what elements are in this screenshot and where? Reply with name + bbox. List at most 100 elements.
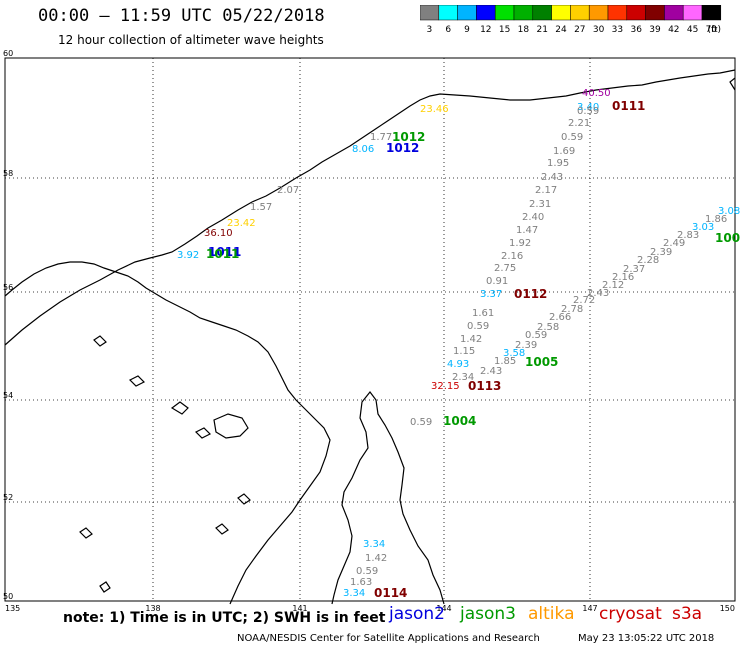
- wave-height-value: 0.59: [525, 330, 547, 341]
- wave-height-value: 2.12: [602, 280, 624, 291]
- wave-height-value: 2.49: [663, 238, 685, 249]
- wave-height-value: 1.61: [472, 308, 494, 319]
- wave-height-value: 2.66: [549, 312, 571, 323]
- wave-height-value: 0.59: [356, 566, 378, 577]
- legend-label: 33: [612, 25, 623, 35]
- legend-label: 24: [555, 25, 567, 35]
- legend-swatch: [701, 5, 722, 21]
- wave-height-value: 0.59: [467, 321, 489, 332]
- wave-height-value: 2.75: [494, 263, 516, 274]
- longitude-label: 135: [5, 604, 20, 613]
- coastline-sakhalin: [331, 391, 445, 605]
- legend-label: 15: [499, 25, 510, 35]
- wave-height-value: 2.43: [480, 366, 502, 377]
- pass-label: 100: [715, 231, 740, 245]
- coastline: [4, 69, 736, 605]
- pass-label: 0111: [612, 99, 645, 113]
- wave-height-value: 1.63: [350, 577, 372, 588]
- wave-height-value: 2.16: [612, 272, 634, 283]
- longitude-label: 150: [720, 604, 735, 613]
- wave-height-value: 1.15: [453, 346, 475, 357]
- legend-label: 3: [427, 25, 433, 35]
- wave-height-value: 2.21: [568, 118, 590, 129]
- wave-height-value: 36.10: [204, 228, 233, 239]
- credit-line: NOAA/NESDIS Center for Satellite Applica…: [237, 633, 540, 644]
- coastline-island-1: [170, 401, 189, 415]
- wave-height-value: 1.95: [547, 158, 569, 169]
- coastline-island-3: [128, 375, 146, 387]
- pass-label: 1005: [525, 355, 558, 369]
- wave-height-value: 3.34: [363, 539, 385, 550]
- wave-height-value: 1.92: [509, 238, 531, 249]
- wave-height-value: 2.72: [573, 295, 595, 306]
- wave-height-value: 2.07: [277, 185, 299, 196]
- legend-label: 12: [480, 25, 491, 35]
- satellite-cryosat: cryosat: [599, 604, 662, 624]
- wave-height-value: 3.58: [503, 348, 525, 359]
- wave-height-value: 1.42: [460, 334, 482, 345]
- legend-label: 30: [593, 25, 605, 35]
- wave-height-value: 40.50: [582, 88, 611, 99]
- generated-timestamp: May 23 13:05:22 UTC 2018: [578, 633, 715, 644]
- wave-height-value: 2.58: [537, 322, 559, 333]
- coastline-island-5: [215, 523, 229, 535]
- wave-height-value: 2.28: [637, 255, 659, 266]
- latitude-label: 58: [3, 169, 13, 178]
- coastline-island-7: [99, 581, 111, 593]
- latitude-label: 52: [3, 493, 13, 502]
- wave-height-value: 3.03: [692, 222, 714, 233]
- wave-height-value: 2.17: [535, 185, 557, 196]
- wave-height-value: 2.40: [522, 212, 544, 223]
- wave-height-value: 1.69: [553, 146, 575, 157]
- coastline-tatar-strait: [4, 261, 331, 605]
- wave-height-value: 2.78: [561, 304, 583, 315]
- wave-height-value: 2.43: [587, 288, 609, 299]
- wave-height-value: 1.47: [516, 225, 538, 236]
- latitude-label: 56: [3, 283, 13, 292]
- legend-label: 21: [536, 25, 547, 35]
- wave-height-value: 3.40: [577, 102, 599, 113]
- lat-lon-grid: [5, 58, 735, 601]
- latitude-label: 60: [3, 49, 13, 58]
- wave-height-value: 2.83: [677, 230, 699, 241]
- pass-label: 1004: [443, 414, 476, 428]
- pass-label: 1011: [208, 245, 241, 259]
- wave-height-value: 0.59: [561, 132, 583, 143]
- legend-label: 9: [464, 25, 470, 35]
- latitude-label: 54: [3, 391, 13, 400]
- satellite-s3a: s3a: [672, 604, 703, 624]
- wave-height-value: 2.16: [501, 251, 523, 262]
- legend-label: 27: [574, 25, 585, 35]
- coastline-island-4: [237, 493, 251, 505]
- longitude-label: 144: [436, 604, 451, 613]
- coastline-island-6: [79, 527, 93, 539]
- pass-label: 0114: [374, 586, 407, 600]
- wave-height-value: 23.46: [420, 104, 449, 115]
- satellite-jason3: jason3: [460, 604, 516, 624]
- wave-height-value: 0.59: [577, 106, 599, 117]
- satellite-altika: altika: [528, 604, 575, 624]
- wave-height-value: 1.85: [494, 356, 516, 367]
- coastline-mainland: [4, 69, 736, 346]
- legend-label: 70: [706, 25, 718, 35]
- pass-label: 1012: [392, 130, 425, 144]
- pass-label: 1011: [206, 247, 239, 261]
- coastline-shantar-island: [213, 413, 249, 439]
- legend-unit: (ft): [707, 25, 721, 35]
- legend-label: 18: [518, 25, 530, 35]
- map-frame: [4, 57, 736, 602]
- wave-height-value: 1.57: [250, 202, 272, 213]
- pass-labels: 1012101210111011011101120113100510041000…: [206, 99, 740, 600]
- coastline-island-2: [194, 427, 212, 439]
- wave-height-value: 2.37: [623, 264, 645, 275]
- wave-height-value: 2.34: [452, 372, 474, 383]
- wave-height-value: 3.92: [177, 250, 199, 261]
- legend-label: 39: [649, 25, 661, 35]
- coastline-island-8: [93, 335, 107, 347]
- wave-height-legend: 3 6 9 12 15 18 21 24 27 30 33 36 39 42 45 70(ft): [420, 5, 722, 35]
- wave-height-value: 1.77: [370, 132, 392, 143]
- wave-height-value: 4.93: [447, 359, 469, 370]
- wave-height-value: 3.08: [718, 206, 740, 217]
